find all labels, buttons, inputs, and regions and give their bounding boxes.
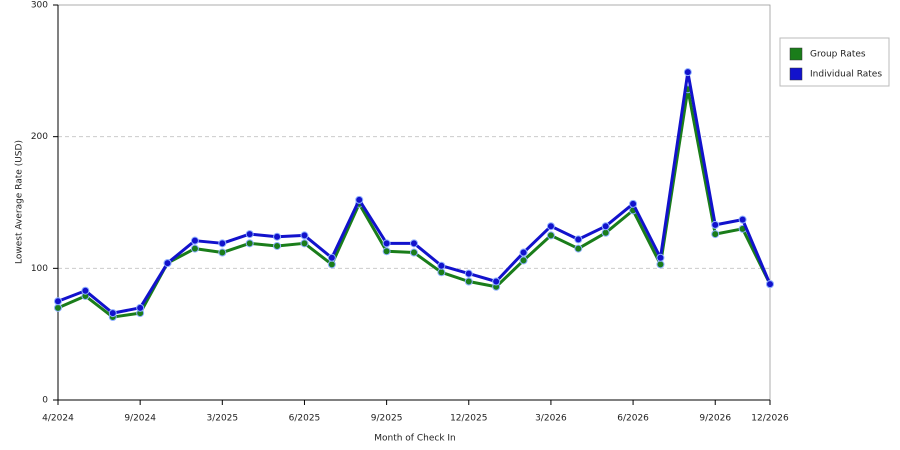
data-point <box>245 230 254 239</box>
data-point <box>382 239 391 248</box>
series-line <box>57 87 772 319</box>
data-point <box>273 241 282 250</box>
data-point <box>108 309 117 318</box>
y-tick-label: 300 <box>31 1 48 11</box>
data-point <box>656 253 665 262</box>
x-tick-label: 9/2025 <box>371 414 403 424</box>
data-point <box>327 253 336 262</box>
y-tick-label: 100 <box>31 264 48 274</box>
data-point <box>190 236 199 245</box>
data-point <box>738 215 747 224</box>
data-point <box>629 199 638 208</box>
x-tick-label: 4/2024 <box>42 414 74 424</box>
data-point <box>81 286 90 295</box>
data-point <box>519 256 528 265</box>
data-point <box>410 248 418 257</box>
data-point <box>601 222 610 231</box>
data-point <box>382 247 391 256</box>
data-point <box>355 195 364 204</box>
y-tick-label: 200 <box>31 132 48 142</box>
y-axis-label: Lowest Average Rate (USD) <box>15 140 25 264</box>
data-point <box>683 68 692 77</box>
data-point <box>190 244 199 253</box>
data-point <box>136 303 145 312</box>
data-point <box>54 303 62 312</box>
series-line <box>57 70 772 315</box>
data-point <box>601 228 610 237</box>
data-point <box>546 222 555 231</box>
x-tick-label: 12/2025 <box>450 414 487 424</box>
data-point <box>656 260 665 269</box>
data-point <box>437 268 446 277</box>
y-tick-label: 0 <box>42 396 48 406</box>
x-tick-label: 3/2026 <box>535 414 567 424</box>
data-point <box>300 239 309 248</box>
data-point <box>711 220 720 229</box>
data-point <box>300 231 309 240</box>
x-tick-label: 9/2026 <box>699 414 731 424</box>
x-tick-label: 6/2025 <box>289 414 321 424</box>
x-tick-label: 6/2026 <box>617 414 649 424</box>
data-point <box>218 248 227 257</box>
data-point <box>245 239 254 248</box>
legend-swatch <box>789 67 803 81</box>
data-point <box>464 277 473 286</box>
data-point <box>218 239 227 248</box>
x-tick-label: 9/2024 <box>124 414 156 424</box>
data-point <box>546 231 555 240</box>
x-tick-label: 12/2026 <box>751 414 789 424</box>
legend-label: Group Rates <box>810 50 866 60</box>
x-axis-label: Month of Check In <box>374 434 456 444</box>
data-point <box>492 277 501 286</box>
legend-swatch <box>789 47 803 61</box>
data-point <box>327 260 336 269</box>
plot-frame <box>57 4 771 401</box>
data-point <box>711 230 720 239</box>
data-point <box>163 259 172 268</box>
data-point <box>574 244 583 253</box>
data-point <box>410 239 418 248</box>
data-point <box>437 261 446 270</box>
data-point <box>766 280 774 289</box>
data-point <box>464 269 473 278</box>
data-point <box>519 248 528 257</box>
data-point <box>54 297 62 306</box>
data-point <box>574 235 583 244</box>
x-tick-label: 3/2025 <box>206 414 238 424</box>
legend-label: Individual Rates <box>810 70 882 80</box>
data-point <box>273 232 282 241</box>
